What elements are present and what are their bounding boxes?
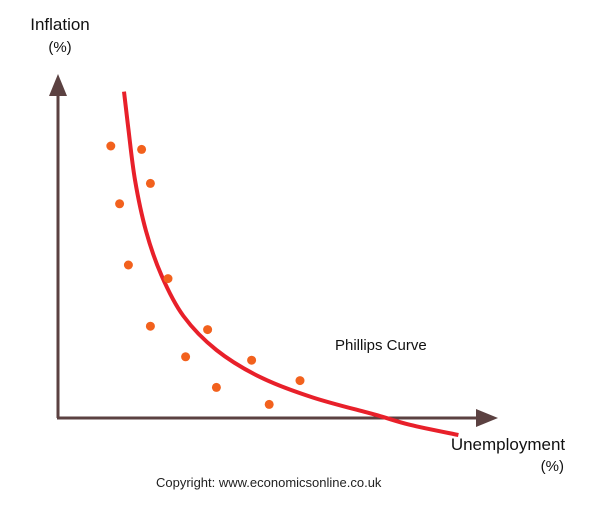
y-axis-title: Inflation — [30, 15, 90, 34]
x-axis-arrowhead — [476, 409, 498, 427]
data-point — [115, 199, 125, 209]
data-point — [106, 141, 116, 151]
y-axis-arrowhead — [49, 74, 67, 96]
curve-label: Phillips Curve — [335, 337, 427, 354]
y-axis-unit: (%) — [48, 39, 72, 56]
data-point — [181, 352, 191, 362]
data-point — [145, 178, 155, 188]
data-point — [295, 376, 305, 386]
data-points — [106, 141, 305, 409]
y-axis-label: Inflation (%) — [18, 16, 102, 55]
data-point — [123, 260, 133, 270]
data-point — [264, 399, 274, 409]
x-axis-title: Unemployment — [450, 435, 566, 454]
data-point — [145, 321, 155, 331]
data-point — [247, 355, 257, 365]
data-point — [163, 274, 173, 284]
phillips-curve-line — [122, 91, 459, 437]
data-point — [203, 325, 213, 335]
data-point — [137, 144, 147, 154]
x-axis-label: Unemployment (%) — [428, 436, 588, 474]
copyright-notice: Copyright: www.economicsonline.co.uk — [156, 475, 382, 490]
data-point — [211, 382, 221, 392]
x-axis-unit: (%) — [540, 458, 564, 475]
